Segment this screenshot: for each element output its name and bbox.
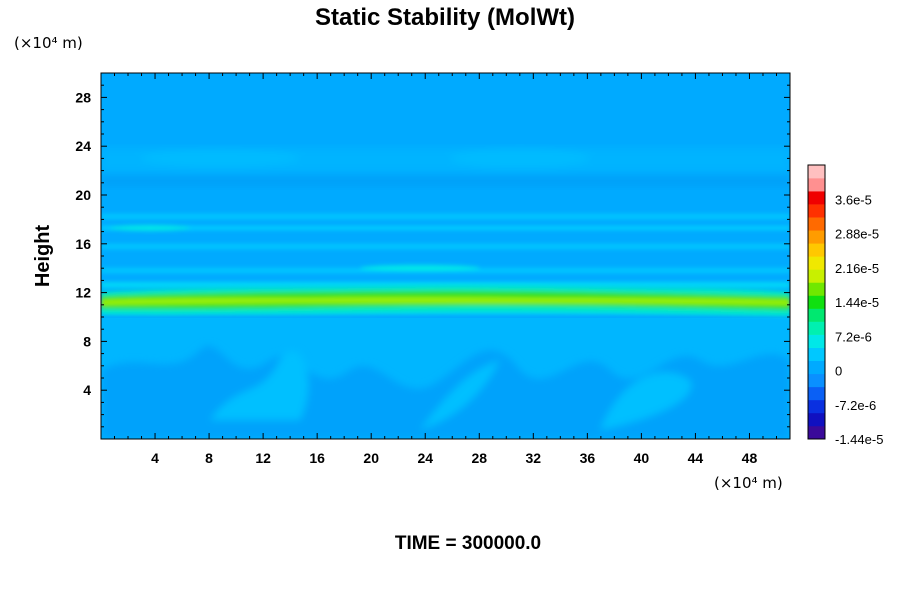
colorbar-swatch [808,282,825,296]
colorbar-swatch [808,217,825,231]
colorbar-tick-label: 2.16e-5 [835,261,879,276]
colorbar-swatch [808,256,825,270]
time-label: TIME = 300000.0 [395,533,541,554]
colorbar-swatch [808,230,825,244]
y-tick-label: 20 [75,187,91,203]
colorbar-swatch [808,360,825,375]
y-tick-label: 28 [75,89,91,105]
colorbar-swatch [808,321,825,335]
y-tick-label: 8 [83,333,91,349]
colorbar-swatch [808,347,825,362]
colorbar-tick-label: 0 [835,364,842,379]
y-tick-label: 16 [75,236,91,252]
x-tick-label: 8 [205,450,213,466]
colorbar-tick-label: -1.44e-5 [835,432,883,447]
colorbar-swatch [808,425,825,440]
colorbar-swatch [808,399,825,414]
x-tick-label: 36 [580,450,596,466]
x-tick-label: 28 [471,450,487,466]
colorbar-swatch [808,373,825,388]
x-tick-label: 4 [151,450,159,466]
y-tick-label: 24 [75,138,91,154]
colorbar-swatch [808,334,825,348]
colorbar-tick-label: 7.2e-6 [835,329,872,344]
x-tick-label: 12 [255,450,271,466]
colorbar-swatch [808,243,825,257]
x-tick-label: 24 [417,450,433,466]
colorbar-tick-label: -7.2e-6 [835,398,876,413]
y-tick-label: 12 [75,285,91,301]
colorbar-tick-label: 2.88e-5 [835,227,879,242]
colorbar-tick-label: 3.6e-5 [835,192,872,207]
colorbar-tick-label: 1.44e-5 [835,295,879,310]
colorbar: 3.6e-5 2.88e-5 2.16e-5 1.44e-5 7.2e-6 0 -7.2e-… [807,164,883,447]
field-swirls [101,345,790,439]
colorbar-swatch [808,269,825,283]
colorbar-frame [807,164,826,440]
heatmap-field [101,73,790,439]
colorbar-swatch [808,204,825,218]
x-axis-unit: (×10⁴ m) [714,474,783,492]
y-tick-label: 4 [83,382,91,398]
field-main-band [101,285,790,316]
x-axis-ticks: 4 8 12 16 20 24 28 32 36 40 44 48 [114,73,777,466]
y-axis-unit: (×10⁴ m) [14,34,83,52]
colorbar-swatch [808,191,825,205]
colorbar-swatch [808,386,825,401]
field-upper-bands [101,148,790,186]
x-tick-label: 16 [309,450,325,466]
x-tick-label: 32 [526,450,542,466]
y-axis-label: Height [32,225,54,288]
x-tick-label: 44 [688,450,704,466]
colorbar-swatch [808,412,825,427]
x-tick-label: 20 [363,450,379,466]
colorbar-swatch [808,295,825,309]
x-tick-label: 48 [742,450,758,466]
colorbar-swatch [808,308,825,322]
chart-title: Static Stability (MolWt) [315,4,575,31]
colorbar-swatch [808,165,825,179]
x-tick-label: 40 [634,450,650,466]
y-axis-ticks: 4 8 12 16 20 24 28 [75,84,790,428]
colorbar-swatch [808,178,825,192]
